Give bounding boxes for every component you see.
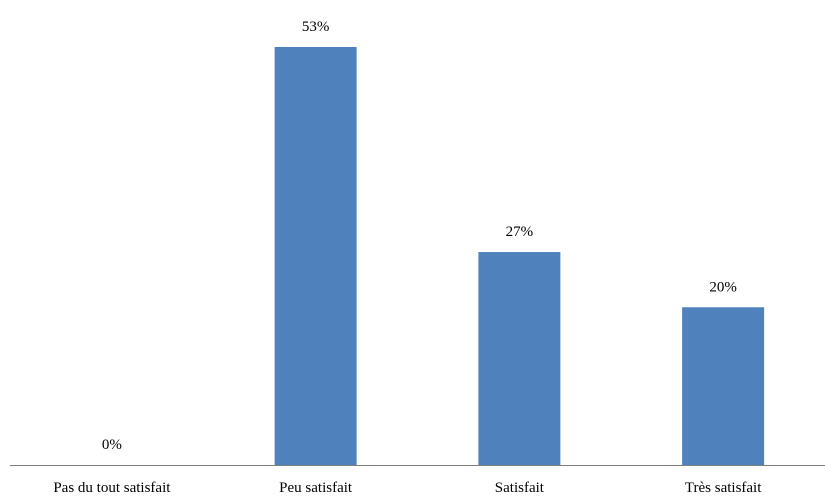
x-tick-label-3: Satisfait — [495, 480, 545, 496]
bar-4 — [682, 307, 765, 465]
x-tick-label-1: Pas du tout satisfait — [53, 480, 171, 496]
data-label-1: 0% — [102, 437, 122, 453]
data-label-4: 20% — [709, 279, 737, 295]
x-tick-label-2: Peu satisfait — [279, 480, 353, 496]
bar-2 — [274, 47, 357, 465]
data-label-2: 53% — [302, 19, 330, 35]
x-tick-labels-layer: Pas du tout satisfait Peu satisfait Satisf… — [53, 480, 762, 496]
data-label-3: 27% — [506, 224, 534, 240]
data-labels-layer: 0% 53% 27% 20% — [102, 19, 737, 453]
x-tick-label-4: Très satisfait — [685, 480, 762, 496]
bars-layer — [274, 47, 765, 465]
bar-3 — [478, 252, 561, 465]
